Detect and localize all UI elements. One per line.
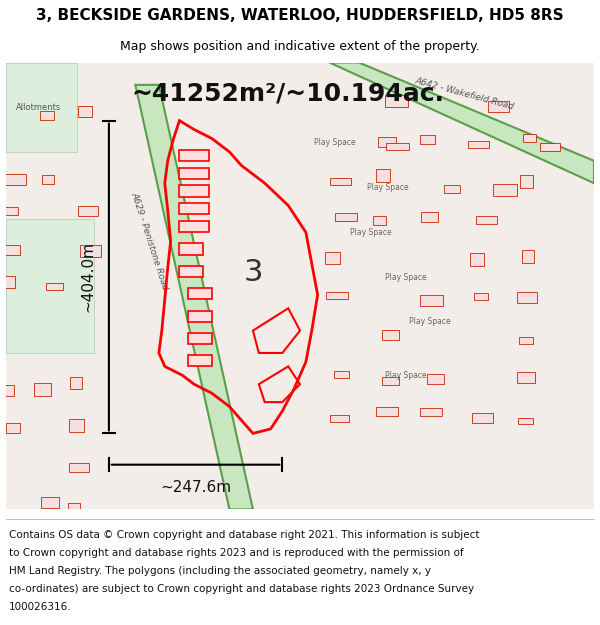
Bar — [188, 311, 212, 322]
Bar — [331, 178, 351, 185]
Text: Contains OS data © Crown copyright and database right 2021. This information is : Contains OS data © Crown copyright and d… — [9, 530, 479, 540]
Polygon shape — [136, 85, 253, 509]
Bar — [420, 408, 442, 416]
Bar — [334, 371, 349, 378]
Text: A629 - Penistone Road: A629 - Penistone Road — [130, 191, 170, 291]
Bar — [80, 246, 101, 257]
Text: Play Space: Play Space — [409, 317, 450, 326]
Bar — [40, 111, 54, 119]
Bar — [2, 208, 17, 215]
Bar — [520, 175, 533, 188]
Bar — [179, 221, 209, 232]
Text: 3: 3 — [243, 258, 263, 287]
Bar — [41, 497, 59, 508]
Polygon shape — [6, 62, 77, 152]
Bar — [540, 143, 560, 151]
Polygon shape — [329, 62, 594, 183]
Text: Allotments: Allotments — [16, 102, 61, 112]
Bar — [179, 266, 203, 277]
Bar — [179, 203, 209, 214]
Polygon shape — [6, 219, 94, 353]
Bar — [69, 462, 89, 472]
Bar — [420, 296, 443, 306]
Bar — [488, 101, 509, 112]
Bar — [517, 292, 537, 303]
Text: ~41252m²/~10.194ac.: ~41252m²/~10.194ac. — [132, 82, 445, 106]
Bar — [518, 337, 533, 344]
Bar — [468, 141, 489, 148]
Bar — [330, 414, 349, 422]
Bar — [427, 374, 444, 384]
Bar — [5, 174, 26, 185]
Bar — [78, 206, 98, 216]
Bar — [472, 412, 493, 423]
Bar — [46, 282, 62, 289]
Bar — [444, 186, 460, 193]
Bar — [421, 213, 438, 222]
Text: HM Land Registry. The polygons (including the associated geometry, namely x, y: HM Land Registry. The polygons (includin… — [9, 566, 431, 576]
Text: Play Space: Play Space — [350, 228, 391, 237]
Bar — [378, 137, 397, 147]
Bar — [326, 292, 348, 299]
Bar — [5, 422, 20, 433]
Bar — [70, 419, 84, 432]
Text: ~247.6m: ~247.6m — [160, 479, 231, 494]
Bar — [382, 330, 399, 341]
Bar — [179, 244, 203, 254]
Bar — [420, 135, 434, 144]
Bar — [470, 253, 484, 266]
Bar — [517, 372, 535, 384]
Bar — [1, 276, 15, 288]
Bar — [325, 252, 340, 264]
Text: 100026316.: 100026316. — [9, 602, 71, 612]
Text: Play Space: Play Space — [385, 371, 427, 380]
Bar — [386, 142, 409, 151]
Text: Play Space: Play Space — [367, 183, 409, 192]
Bar — [42, 176, 55, 184]
Bar — [70, 378, 82, 389]
Bar — [385, 95, 408, 108]
Bar — [493, 184, 517, 196]
Bar — [179, 168, 209, 179]
Bar — [476, 216, 497, 224]
Bar — [179, 149, 209, 161]
Bar — [179, 186, 209, 196]
Text: Play Space: Play Space — [385, 272, 427, 281]
Text: ~404.0m: ~404.0m — [81, 241, 96, 312]
Bar — [34, 382, 51, 396]
Bar — [523, 134, 536, 142]
Bar — [376, 169, 390, 182]
Text: co-ordinates) are subject to Crown copyright and database rights 2023 Ordnance S: co-ordinates) are subject to Crown copyr… — [9, 584, 474, 594]
Text: 3, BECKSIDE GARDENS, WATERLOO, HUDDERSFIELD, HD5 8RS: 3, BECKSIDE GARDENS, WATERLOO, HUDDERSFI… — [36, 8, 564, 23]
Bar — [188, 288, 212, 299]
Bar — [1, 385, 14, 396]
Bar — [522, 250, 534, 263]
Bar — [373, 216, 386, 226]
Text: Map shows position and indicative extent of the property.: Map shows position and indicative extent… — [120, 41, 480, 53]
Text: Play Space: Play Space — [314, 138, 356, 148]
Bar — [79, 106, 92, 118]
Text: A642 - Wakefield Road: A642 - Wakefield Road — [414, 76, 515, 111]
Bar — [188, 355, 212, 366]
Bar — [382, 378, 399, 384]
Bar — [335, 213, 356, 221]
Bar — [188, 333, 212, 344]
Bar — [518, 418, 533, 424]
Text: to Crown copyright and database rights 2023 and is reproduced with the permissio: to Crown copyright and database rights 2… — [9, 548, 464, 558]
Bar — [376, 408, 398, 416]
Bar — [68, 503, 80, 512]
Bar — [1, 245, 20, 255]
Bar — [474, 292, 488, 300]
